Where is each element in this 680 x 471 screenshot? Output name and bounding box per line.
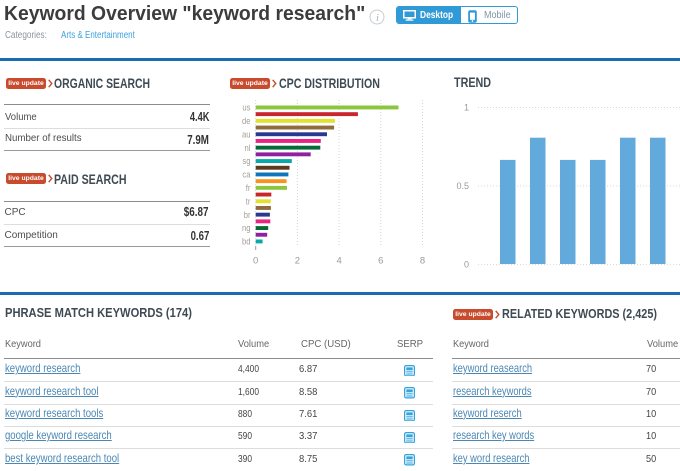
svg-text:tr: tr bbox=[246, 196, 251, 207]
svg-text:us: us bbox=[242, 102, 250, 113]
svg-text:0.5: 0.5 bbox=[456, 181, 469, 191]
svg-text:nl: nl bbox=[245, 142, 251, 153]
svg-text:bd: bd bbox=[242, 236, 251, 247]
svg-text:4: 4 bbox=[336, 256, 341, 267]
svg-text:ng: ng bbox=[242, 223, 251, 234]
svg-text:0: 0 bbox=[253, 256, 258, 267]
svg-text:br: br bbox=[244, 209, 251, 220]
svg-text:0: 0 bbox=[464, 260, 469, 270]
svg-text:au: au bbox=[242, 129, 251, 140]
svg-text:de: de bbox=[242, 115, 251, 126]
svg-text:sg: sg bbox=[242, 156, 250, 167]
svg-text:i: i bbox=[376, 13, 379, 24]
svg-text:2: 2 bbox=[295, 256, 300, 267]
svg-text:8: 8 bbox=[420, 256, 425, 267]
svg-text:6: 6 bbox=[378, 256, 383, 267]
svg-text:ca: ca bbox=[242, 169, 250, 180]
svg-text:fr: fr bbox=[246, 182, 251, 193]
svg-text:1: 1 bbox=[464, 103, 469, 113]
